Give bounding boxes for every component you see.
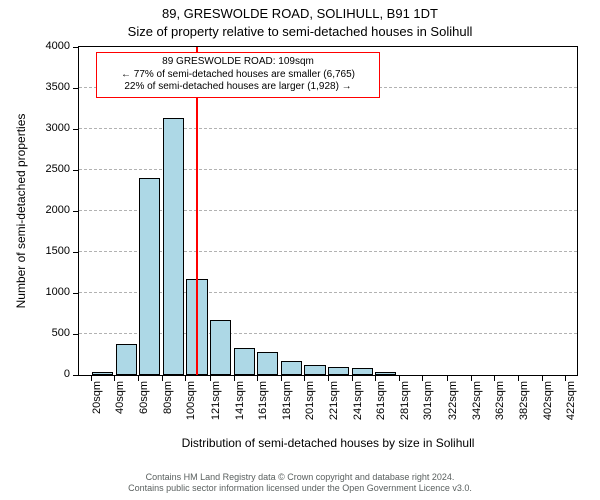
- x-tick-label: 322sqm: [447, 381, 459, 420]
- x-tick-label: 100sqm: [185, 381, 197, 420]
- x-tick-label: 221sqm: [328, 381, 340, 420]
- x-tick-label: 141sqm: [234, 381, 246, 420]
- x-tick-label: 362sqm: [494, 381, 506, 420]
- attribution-line-1: Contains HM Land Registry data © Crown c…: [0, 472, 600, 483]
- histogram-bar: [257, 352, 278, 375]
- histogram-bar: [281, 361, 302, 375]
- annotation-line-3: 22% of semi-detached houses are larger (…: [103, 81, 373, 94]
- x-tick-label: 281sqm: [399, 381, 411, 420]
- y-tick-label: 3500: [46, 81, 70, 93]
- histogram-bar: [375, 372, 396, 375]
- y-tick-label: 4000: [46, 40, 70, 52]
- chart-title: Size of property relative to semi-detach…: [0, 24, 600, 39]
- x-tick-label: 342sqm: [471, 381, 483, 420]
- x-tick-label: 301sqm: [422, 381, 434, 420]
- y-axis-label: Number of semi-detached properties: [14, 46, 28, 376]
- gridline: [79, 46, 577, 47]
- gridline: [79, 128, 577, 129]
- histogram-bar: [304, 365, 325, 375]
- y-tick-label: 2500: [46, 163, 70, 175]
- histogram-bar: [234, 348, 255, 375]
- super-title: 89, GRESWOLDE ROAD, SOLIHULL, B91 1DT: [0, 6, 600, 21]
- y-tick-label: 3000: [46, 122, 70, 134]
- annotation-line-2: ← 77% of semi-detached houses are smalle…: [103, 69, 373, 82]
- x-tick-label: 40sqm: [114, 381, 126, 414]
- histogram-bar: [328, 367, 349, 375]
- histogram-bar: [139, 178, 160, 375]
- y-tick-label: 1500: [46, 245, 70, 257]
- histogram-bar: [210, 320, 231, 375]
- y-tick-label: 500: [52, 327, 70, 339]
- x-tick-label: 382sqm: [518, 381, 530, 420]
- histogram-bar: [92, 372, 113, 375]
- y-tick-label: 1000: [46, 286, 70, 298]
- x-tick-label: 20sqm: [91, 381, 103, 414]
- x-axis-label: Distribution of semi-detached houses by …: [78, 436, 578, 450]
- x-tick-label: 201sqm: [304, 381, 316, 420]
- x-tick-label: 241sqm: [352, 381, 364, 420]
- histogram-bar: [116, 344, 137, 375]
- x-tick-label: 161sqm: [257, 381, 269, 420]
- x-tick-label: 181sqm: [281, 381, 293, 420]
- x-tick-label: 121sqm: [210, 381, 222, 420]
- x-tick-label: 80sqm: [162, 381, 174, 414]
- attribution-line-2: Contains public sector information licen…: [0, 483, 600, 494]
- y-tick-label: 2000: [46, 204, 70, 216]
- x-tick-label: 402sqm: [542, 381, 554, 420]
- gridline: [79, 169, 577, 170]
- attribution: Contains HM Land Registry data © Crown c…: [0, 472, 600, 494]
- x-tick-label: 261sqm: [375, 381, 387, 420]
- x-tick-label: 422sqm: [565, 381, 577, 420]
- x-tick-label: 60sqm: [138, 381, 150, 414]
- histogram-bar: [352, 368, 373, 375]
- histogram-bar: [163, 118, 184, 375]
- y-tick-label: 0: [64, 368, 70, 380]
- annotation-box: 89 GRESWOLDE ROAD: 109sqm ← 77% of semi-…: [96, 52, 380, 98]
- annotation-line-1: 89 GRESWOLDE ROAD: 109sqm: [103, 56, 373, 69]
- chart-container: 89, GRESWOLDE ROAD, SOLIHULL, B91 1DT Si…: [0, 0, 600, 500]
